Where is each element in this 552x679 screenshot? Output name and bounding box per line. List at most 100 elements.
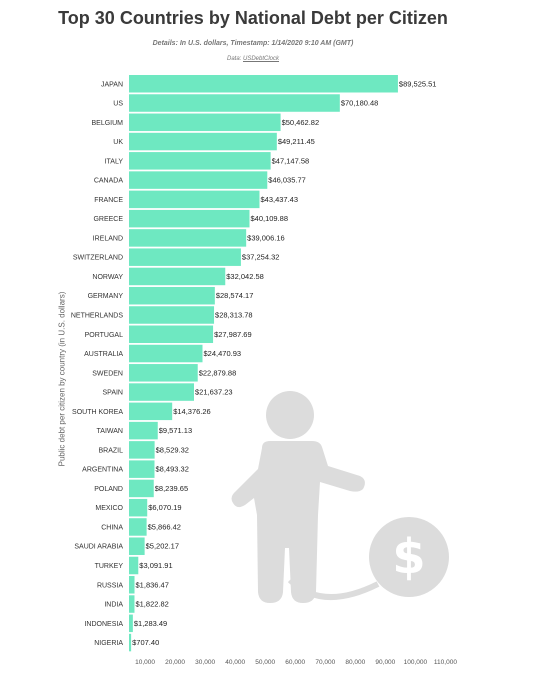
value-label-norway: $32,042.58 — [226, 272, 264, 281]
bar-uk — [129, 132, 277, 151]
value-label-turkey: $3,091.91 — [139, 561, 172, 570]
value-label-mexico: $6,070.19 — [148, 503, 181, 512]
value-label-brazil: $8,529.32 — [156, 445, 189, 454]
bar-portugal — [129, 325, 214, 344]
bar-canada — [129, 171, 268, 189]
x-axis-ticks: 10,000 20,000 30,000 40,000 50,000 60,000 70,0… — [135, 659, 457, 666]
category-label-italy: ITALY — [105, 158, 124, 165]
dollar-sign-icon: $ — [392, 529, 425, 585]
bar-indonesia — [129, 614, 133, 633]
bar-russia — [129, 576, 135, 594]
category-label-india: INDIA — [104, 602, 123, 609]
bar-switzerland — [129, 248, 241, 266]
bar-norway — [129, 267, 226, 286]
bar-greece — [129, 209, 250, 228]
bar-japan — [129, 75, 398, 93]
category-label-portugal: PORTUGAL — [85, 332, 123, 339]
x-tick-label: 10,000 — [135, 659, 155, 666]
category-label-belgium: BELGIUM — [91, 120, 123, 127]
value-label-germany: $28,574.17 — [216, 291, 254, 300]
value-label-portugal: $27,987.69 — [214, 330, 252, 339]
category-label-russia: RUSSIA — [97, 582, 123, 589]
value-label-spain: $21,637.23 — [195, 388, 233, 397]
category-label-nigeria: NIGERIA — [94, 640, 123, 647]
x-tick-label: 80,000 — [345, 659, 365, 666]
bar-ireland — [129, 229, 247, 247]
value-label-south-korea: $14,376.26 — [173, 407, 211, 416]
value-label-greece: $40,109.88 — [250, 214, 288, 223]
category-label-canada: CANADA — [94, 178, 124, 185]
bar-mexico — [129, 498, 148, 517]
bar-us — [129, 94, 340, 112]
value-label-india: $1,822.82 — [135, 600, 168, 609]
bar-sweden — [129, 364, 198, 382]
x-tick-label: 50,000 — [255, 659, 275, 666]
value-label-saudi-arabia: $5,202.17 — [146, 542, 179, 551]
category-label-taiwan: TAIWAN — [97, 428, 123, 435]
x-tick-label: 20,000 — [165, 659, 185, 666]
source-link[interactable]: USDebtClock — [243, 56, 280, 62]
category-label-mexico: MEXICO — [95, 505, 123, 512]
value-label-poland: $8,239.65 — [155, 484, 188, 493]
value-label-argentina: $8,493.32 — [156, 465, 189, 474]
bar-south-korea — [129, 402, 173, 421]
category-label-brazil: BRAZIL — [98, 447, 123, 454]
value-label-switzerland: $37,254.32 — [242, 253, 280, 262]
bar-italy — [129, 152, 271, 170]
value-label-netherlands: $28,313.78 — [215, 310, 253, 319]
category-label-us: US — [113, 101, 123, 108]
svg-text:$: $ — [392, 529, 425, 585]
bar-turkey — [129, 556, 139, 575]
bar-argentina — [129, 460, 155, 478]
bar-china — [129, 518, 147, 536]
bar-france — [129, 190, 260, 209]
value-label-nigeria: $707.40 — [132, 638, 159, 647]
value-label-indonesia: $1,283.49 — [134, 619, 167, 628]
value-label-uk: $49,211.45 — [278, 137, 315, 146]
bar-belgium — [129, 113, 281, 132]
person-ball-and-chain-dollar-icon — [231, 391, 449, 603]
value-labels: $89,525.51 $70,180.48 $50,462.82 $49,211.45… — [132, 79, 436, 647]
x-tick-label: 90,000 — [375, 659, 395, 666]
category-label-spain: SPAIN — [103, 390, 124, 397]
category-label-japan: JAPAN — [101, 81, 123, 88]
value-label-ireland: $39,006.16 — [247, 233, 285, 242]
category-label-south-korea: SOUTH KOREA — [72, 409, 123, 416]
category-label-argentina: ARGENTINA — [82, 467, 123, 474]
category-label-switzerland: SWITZERLAND — [73, 255, 123, 262]
bar-netherlands — [129, 306, 215, 324]
value-label-sweden: $22,879.88 — [199, 368, 237, 377]
chart-title: Top 30 Countries by National Debt per Ci… — [58, 8, 448, 28]
category-labels: JAPAN US BELGIUM UK ITALY CANADA FRANCE GREECE I… — [71, 81, 124, 647]
value-label-japan: $89,525.51 — [399, 79, 437, 88]
bar-brazil — [129, 441, 155, 459]
category-label-netherlands: NETHERLANDS — [71, 312, 123, 319]
value-label-france: $43,437.43 — [260, 195, 298, 204]
value-label-belgium: $50,462.82 — [282, 118, 320, 127]
chart-subtitle: Details: In U.S. dollars, Timestamp: 1/1… — [152, 40, 354, 47]
category-label-poland: POLAND — [94, 486, 123, 493]
bar-germany — [129, 286, 215, 305]
x-tick-label: 40,000 — [225, 659, 245, 666]
chart-source: Data: USDebtClock — [0, 56, 506, 62]
value-label-russia: $1,836.47 — [136, 580, 169, 589]
bar-india — [129, 595, 135, 613]
category-label-turkey: TURKEY — [95, 563, 124, 570]
category-label-france: FRANCE — [94, 197, 123, 204]
category-label-norway: NORWAY — [92, 274, 123, 281]
x-tick-label: 70,000 — [315, 659, 335, 666]
value-label-us: $70,180.48 — [341, 99, 379, 108]
category-label-indonesia: INDONESIA — [84, 621, 123, 628]
category-label-china: CHINA — [101, 524, 123, 531]
category-label-saudi-arabia: SAUDI ARABIA — [74, 544, 123, 551]
value-label-taiwan: $9,571.13 — [159, 426, 192, 435]
category-label-australia: AUSTRALIA — [84, 351, 123, 358]
bar-australia — [129, 344, 203, 363]
category-label-ireland: IRELAND — [93, 235, 123, 242]
bars — [129, 75, 398, 652]
x-tick-label: 100,000 — [404, 659, 428, 666]
bar-nigeria — [129, 633, 132, 652]
bar-poland — [129, 479, 154, 498]
category-label-germany: GERMANY — [88, 293, 124, 300]
